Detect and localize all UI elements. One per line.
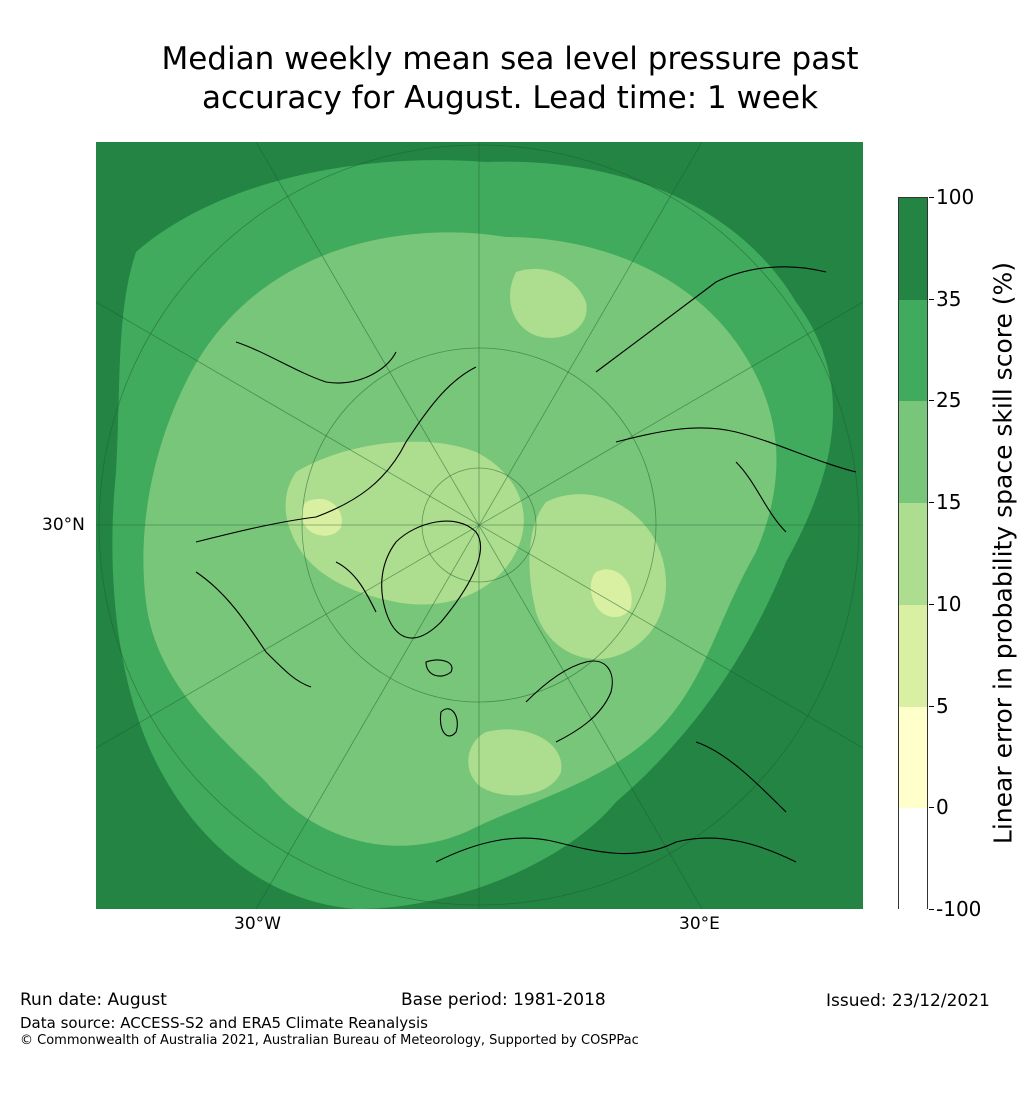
colorbar-tick-mark [929,298,934,300]
colorbar-tick-mark [929,197,934,198]
title-line-2: accuracy for August. Lead time: 1 week [201,80,819,116]
skill-region-5-10-b [301,498,342,536]
colorbar-tick-label: 100 [936,185,975,209]
lon-label-30w: 30°W [234,914,281,934]
colorbar-tick-label: 0 [936,795,949,820]
colorbar-bin [899,706,927,809]
colorbar-tick-mark [929,603,934,605]
colorbar [898,197,928,911]
title-line-1: Median weekly mean sea level pressure pa… [161,41,859,77]
colorbar-bin [899,503,927,606]
polar-map [96,142,863,909]
colorbar-tick-label: -100 [936,897,982,921]
colorbar-tick-mark [929,705,934,707]
skill-region-10-15-a [285,441,524,605]
colorbar-tick-label: 5 [936,693,949,718]
colorbar-tick-label: 25 [936,388,962,413]
skill-region-10-15-d [468,729,562,796]
skill-region-5-10-a [590,569,632,618]
map-title: Median weekly mean sea level pressure pa… [0,40,1020,118]
data-source: Data source: ACCESS-S2 and ERA5 Climate … [20,1014,428,1032]
lat-label-30n: 30°N [42,515,85,535]
base-period: Base period: 1981-2018 [401,990,606,1010]
colorbar-bin [899,808,927,911]
skill-region-10-15-c [510,268,587,338]
coastlines [195,266,857,863]
colorbar-tick-mark [929,400,934,402]
copyright: © Commonwealth of Australia 2021, Austra… [20,1033,639,1048]
graticule [96,142,863,909]
issued-date: Issued: 23/12/2021 [826,991,990,1011]
colorbar-tick-mark [929,502,934,504]
colorbar-tick-label: 10 [936,591,962,616]
lon-label-30e: 30°E [679,914,720,934]
colorbar-title: Linear error in probability space skill … [988,261,1018,845]
colorbar-tick-label: 35 [936,286,962,311]
colorbar-tick-mark [929,909,934,910]
colorbar-bin [899,401,927,504]
colorbar-bin [899,198,927,300]
colorbar-bin [899,604,927,707]
run-date: Run date: August [20,990,167,1010]
colorbar-tick-mark [929,807,934,809]
colorbar-bin [899,299,927,402]
colorbar-tick-label: 15 [936,490,962,515]
